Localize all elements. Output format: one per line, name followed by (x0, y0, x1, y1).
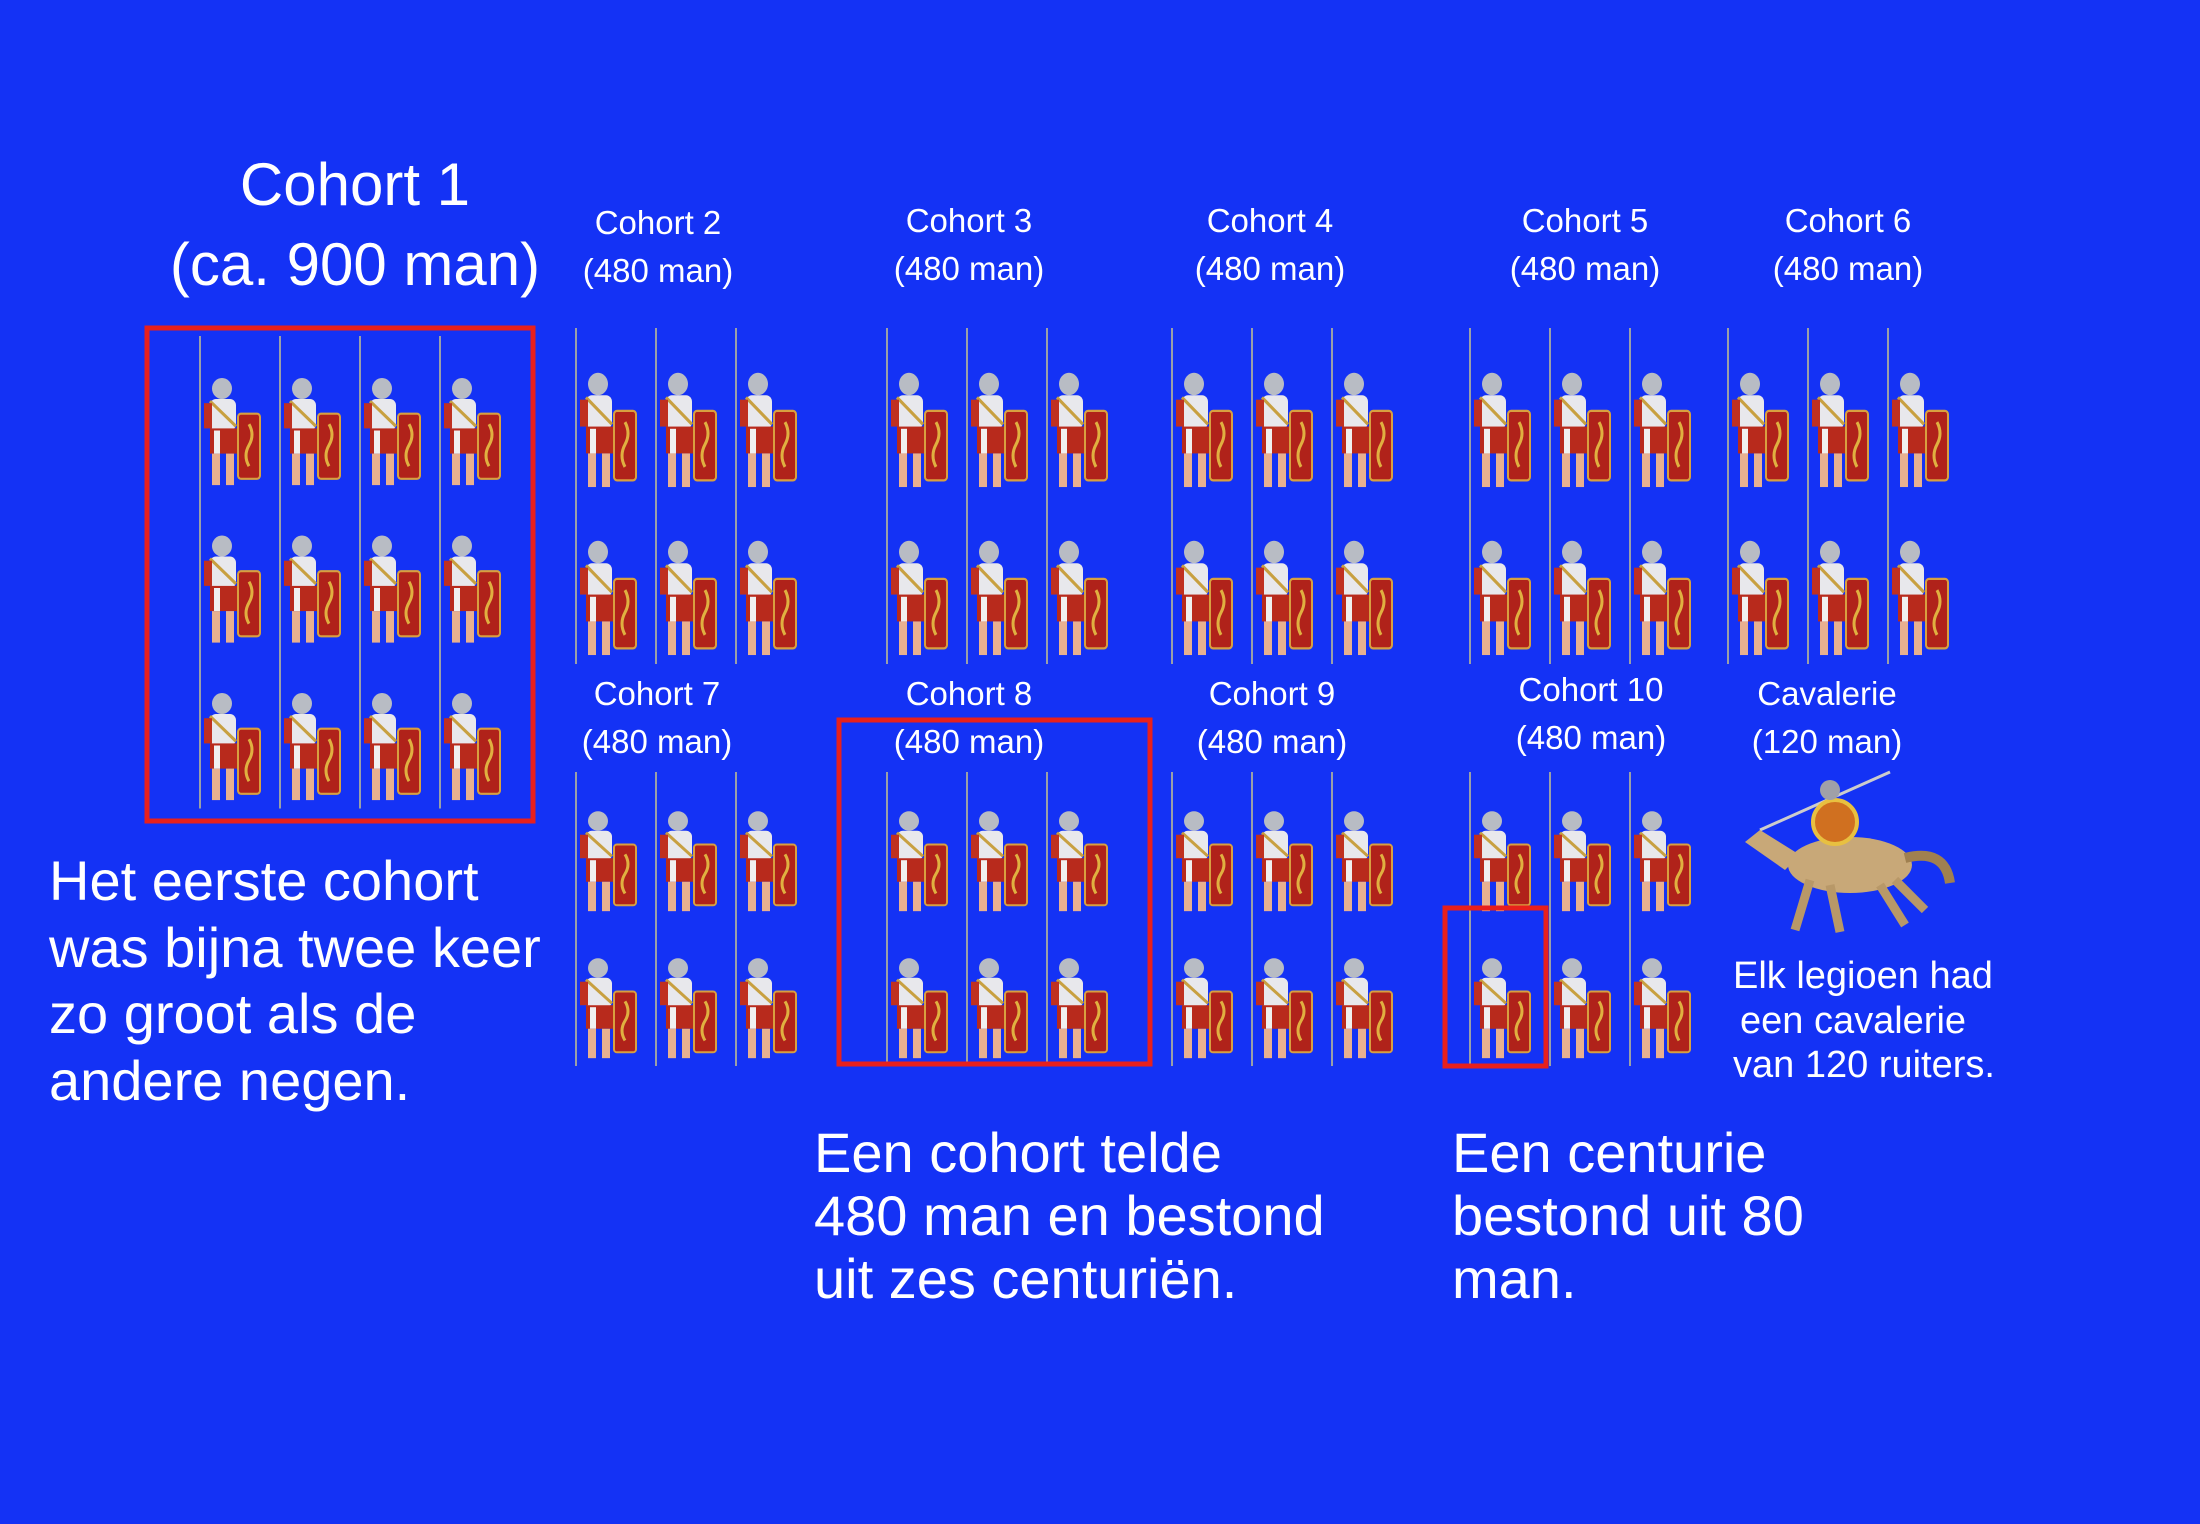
note-line: man. (1452, 1247, 1577, 1310)
cohort-size: (480 man) (1195, 250, 1345, 287)
soldiers (1462, 328, 1702, 664)
soldiers (1164, 772, 1404, 1066)
cavalry-note: van 120 ruiters. (1733, 1044, 1995, 1086)
highlight-box (144, 325, 536, 824)
note-line: uit zes centuriën. (814, 1247, 1237, 1310)
soldiers (192, 336, 512, 809)
cohort-size: (480 man) (1510, 250, 1660, 287)
cohort-name: Cohort 3 (906, 202, 1033, 239)
cohort-name: Cohort 10 (1519, 671, 1664, 708)
cohort-name: Cohort 9 (1209, 675, 1336, 712)
cohort-name: Cohort 8 (906, 675, 1033, 712)
cohort-name: Cohort 2 (595, 204, 722, 241)
note-line: was bijna twee keer (48, 916, 541, 979)
note-line: bestond uit 80 (1452, 1184, 1804, 1247)
cavalry-note: een cavalerie (1740, 1000, 1966, 1042)
cohort-size: (480 man) (1516, 719, 1666, 756)
note-line: zo groot als de (49, 982, 416, 1045)
soldiers (1720, 328, 1960, 664)
highlight-box (836, 717, 1153, 1067)
note-line: andere negen. (49, 1049, 410, 1112)
cohort-size: (ca. 900 man) (170, 231, 540, 298)
cohort-size: (480 man) (894, 250, 1044, 287)
soldiers (1164, 328, 1404, 664)
cohort-name: Cohort 4 (1207, 202, 1334, 239)
cohort-size: (480 man) (1773, 250, 1923, 287)
cohort-size: (480 man) (894, 723, 1044, 760)
cavalry-icon (1745, 770, 1955, 933)
soldiers (568, 772, 808, 1066)
note-line: Het eerste cohort (49, 849, 479, 912)
soldiers (879, 328, 1119, 664)
cohort-size: (480 man) (582, 723, 732, 760)
cohort-size: (480 man) (1197, 723, 1347, 760)
note-line: Een cohort telde (814, 1121, 1222, 1184)
soldiers (879, 772, 1119, 1066)
cavalry-note: Elk legioen had (1733, 955, 1993, 997)
soldiers (568, 328, 808, 664)
cohort-name: Cohort 7 (594, 675, 721, 712)
cohort-name: Cohort 5 (1522, 202, 1649, 239)
note-line: Een centurie (1452, 1121, 1766, 1184)
soldiers (1462, 772, 1702, 1066)
cohort-name: Cohort 1 (240, 151, 470, 218)
cohort-size: (480 man) (583, 252, 733, 289)
highlight-box (1442, 905, 1549, 1069)
cavalry-name: Cavalerie (1757, 675, 1896, 712)
cohort-name: Cohort 6 (1785, 202, 1912, 239)
note-line: 480 man en bestond (814, 1184, 1325, 1247)
cavalry-size: (120 man) (1752, 723, 1902, 760)
